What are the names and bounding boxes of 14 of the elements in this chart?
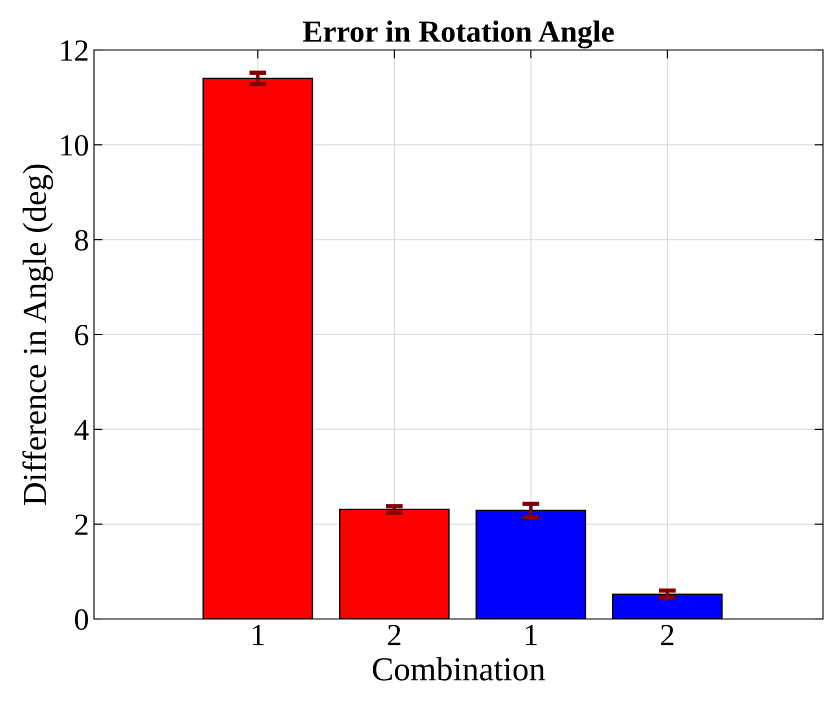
y-tick-label: 4 [74,420,89,440]
x-tick-label: 1 [526,624,537,646]
y-axis-title: Difference in Angle (deg) [22,164,54,505]
x-axis-title: Combination [372,657,546,681]
y-tick-label: 8 [75,230,88,251]
x-tick-label: 1 [252,624,264,646]
x-tick-label: 2 [388,624,400,646]
y-tick-label: 12 [61,40,88,61]
y-tick-label: 6 [75,324,88,346]
chart-title: Error in Rotation Angle [302,20,614,48]
x-tick-label: 2 [661,624,674,646]
y-tick-label: 2 [75,514,88,535]
y-tick-label: 0 [75,609,88,630]
y-tick-label: 10 [61,135,88,156]
